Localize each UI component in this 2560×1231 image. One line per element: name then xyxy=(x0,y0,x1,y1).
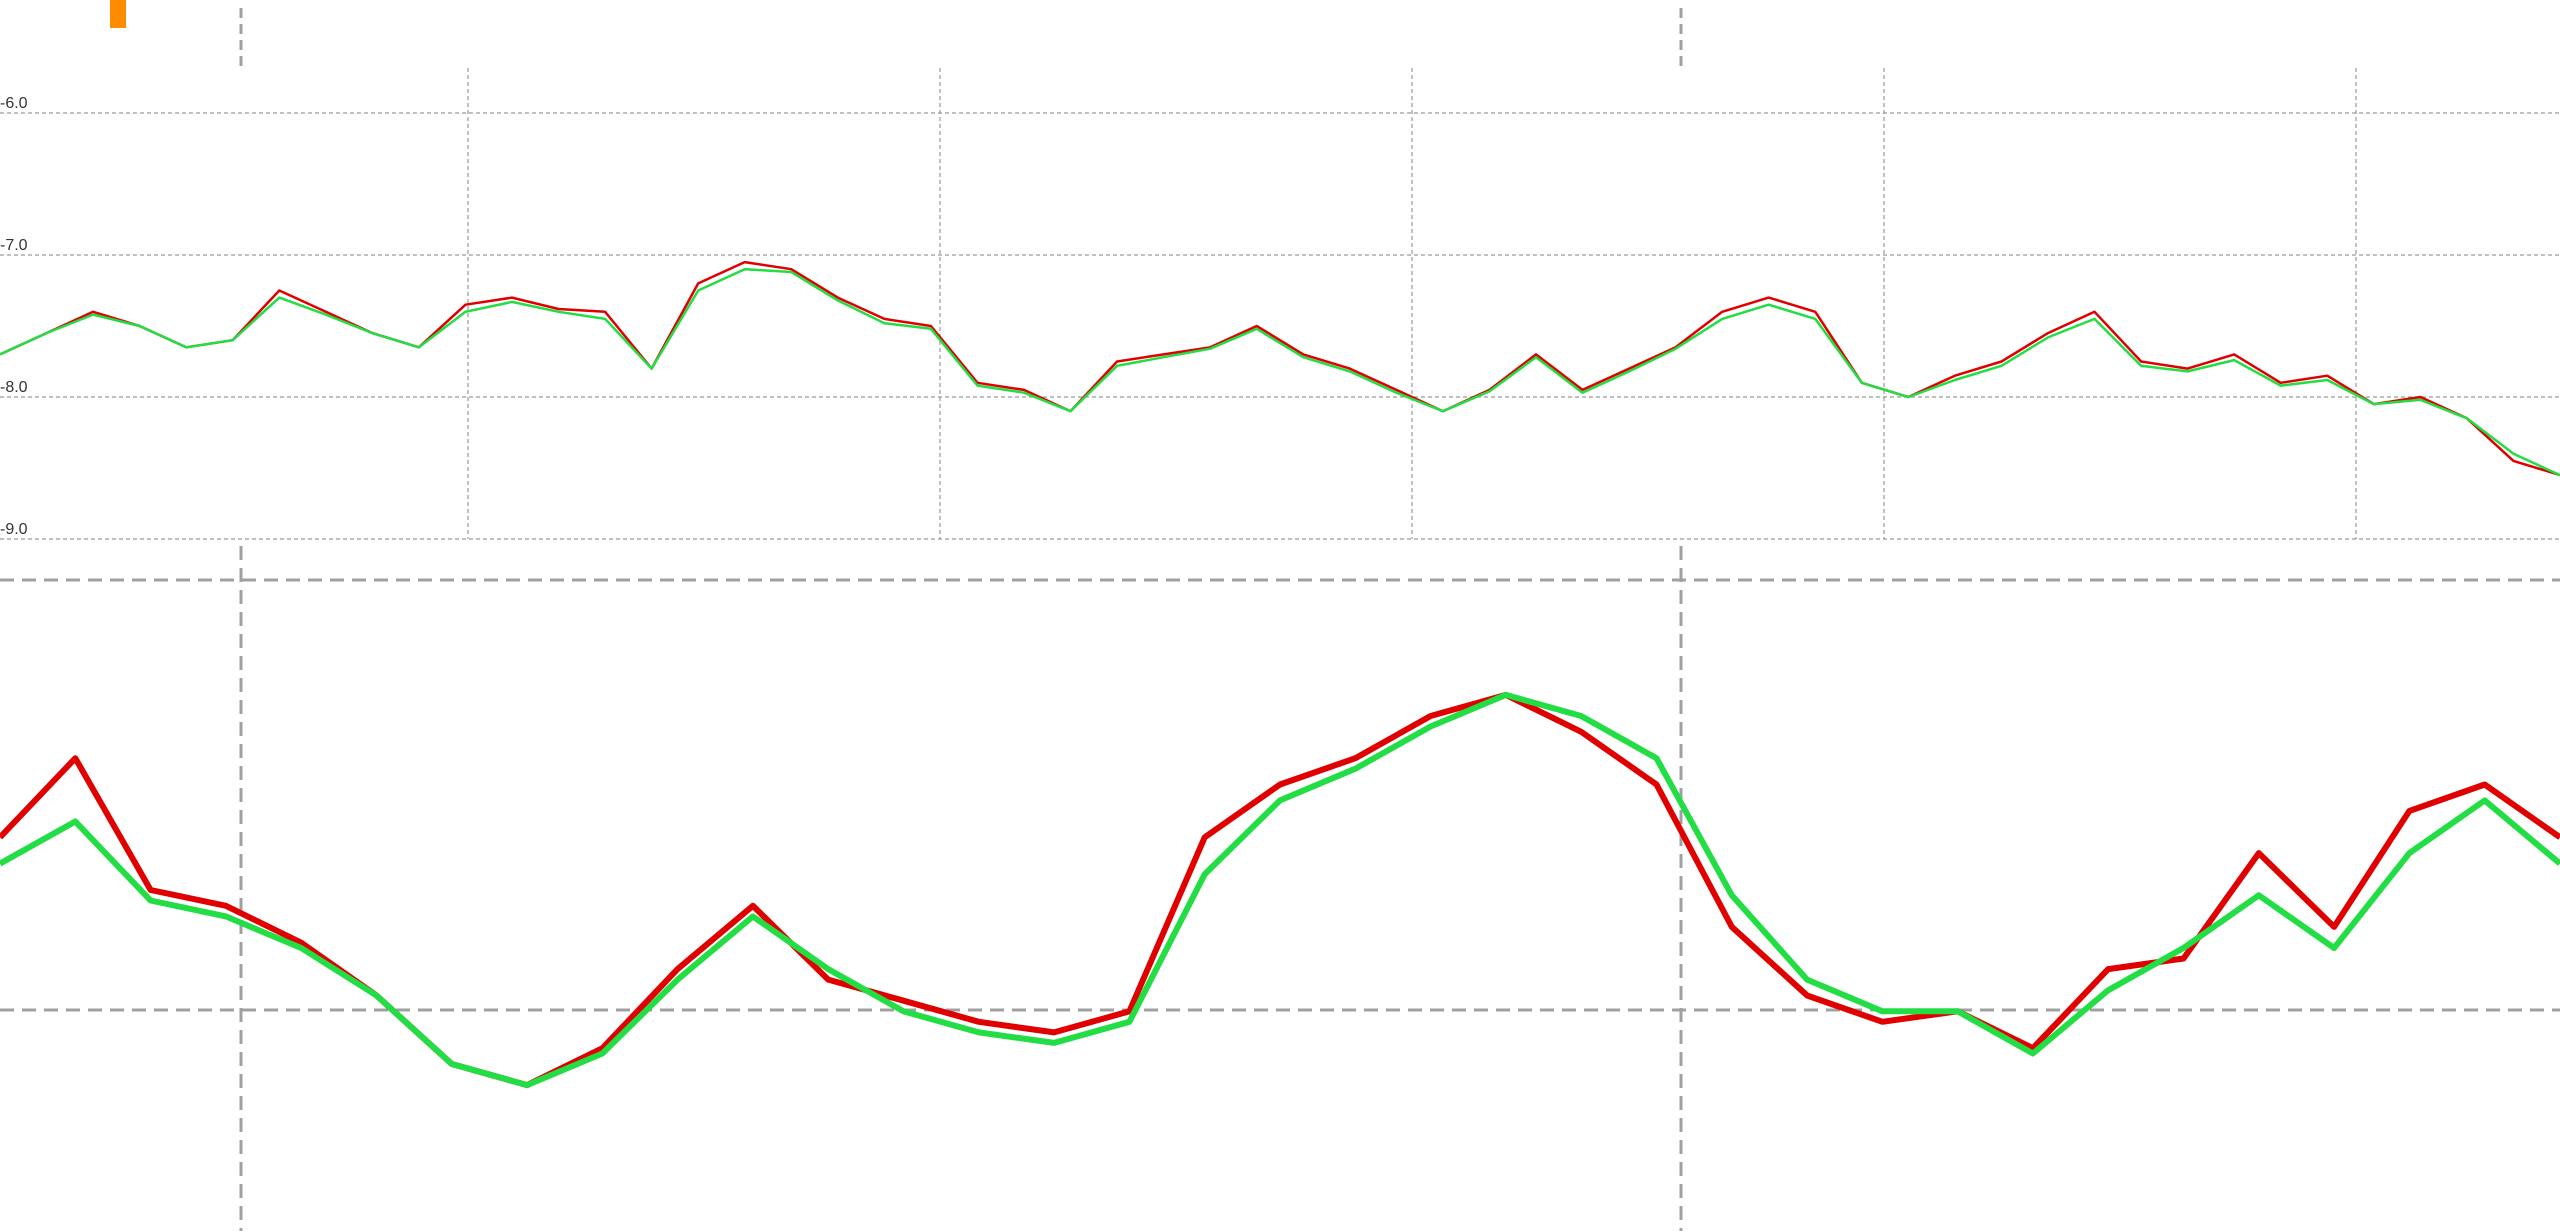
overview-green-series-line[interactable] xyxy=(0,267,2560,477)
detail-red-series-line[interactable] xyxy=(0,691,2560,1089)
detail-series-group xyxy=(0,691,2560,1089)
overview-grid xyxy=(0,68,2560,540)
overview-red-series-line[interactable] xyxy=(0,260,2560,477)
orange-marker-icon[interactable] xyxy=(110,0,126,28)
y-tick-label: -8.0 xyxy=(0,379,28,396)
overview-y-ticks: -6.0 -7.0 -8.0 -9.0 xyxy=(0,95,28,538)
y-tick-label: -9.0 xyxy=(0,521,28,538)
detail-green-series-line[interactable] xyxy=(0,691,2560,1089)
y-tick-label: -7.0 xyxy=(0,237,28,254)
overview-series-group xyxy=(0,260,2560,477)
y-tick-label: -6.0 xyxy=(0,95,28,112)
